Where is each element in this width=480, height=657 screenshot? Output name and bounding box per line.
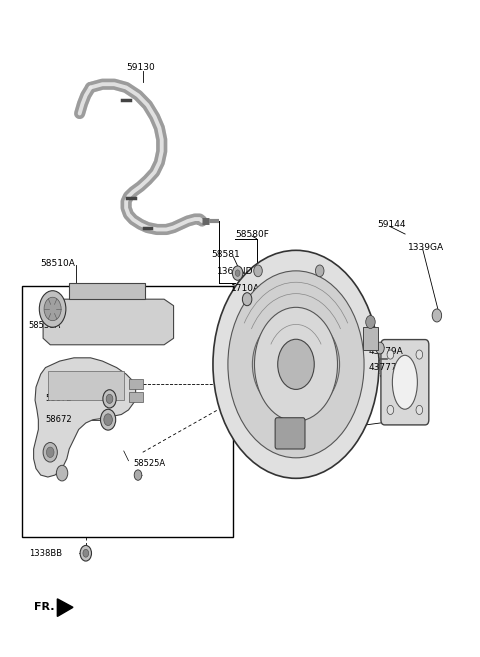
Circle shape	[232, 266, 243, 281]
Text: 59130: 59130	[126, 64, 155, 72]
Text: 1338BB: 1338BB	[29, 549, 62, 558]
FancyBboxPatch shape	[381, 340, 429, 425]
Circle shape	[278, 339, 314, 390]
Circle shape	[387, 405, 394, 415]
Text: 58580F: 58580F	[235, 229, 269, 238]
Text: FR.: FR.	[34, 602, 54, 612]
Text: 58672: 58672	[46, 415, 72, 424]
Circle shape	[213, 250, 379, 478]
Circle shape	[56, 465, 68, 481]
Circle shape	[134, 470, 142, 480]
Text: 59144: 59144	[378, 220, 406, 229]
Bar	[22, 286, 233, 537]
Text: 58581: 58581	[212, 250, 240, 260]
Polygon shape	[57, 599, 73, 616]
Circle shape	[254, 307, 337, 421]
Text: 58510A: 58510A	[41, 259, 76, 268]
Polygon shape	[34, 358, 136, 477]
Circle shape	[103, 390, 116, 408]
Circle shape	[83, 549, 89, 557]
Text: 59110B: 59110B	[266, 427, 301, 436]
Text: 58531A: 58531A	[29, 321, 61, 330]
Circle shape	[376, 342, 384, 354]
Bar	[363, 327, 378, 350]
Circle shape	[366, 315, 375, 328]
Bar	[129, 392, 143, 402]
Text: 58672: 58672	[46, 394, 72, 403]
Text: 1362ND: 1362ND	[217, 267, 254, 276]
Circle shape	[104, 414, 112, 426]
Circle shape	[44, 297, 61, 321]
Circle shape	[432, 309, 442, 322]
Circle shape	[416, 405, 423, 415]
Circle shape	[106, 394, 113, 403]
Circle shape	[39, 290, 66, 327]
Bar	[48, 371, 124, 400]
Text: 43777B: 43777B	[368, 363, 403, 372]
Circle shape	[80, 545, 92, 561]
Text: 58511A: 58511A	[76, 286, 108, 295]
Circle shape	[43, 443, 57, 462]
Polygon shape	[43, 299, 174, 345]
Circle shape	[254, 265, 262, 277]
Text: 58525A: 58525A	[133, 459, 166, 468]
Circle shape	[416, 350, 423, 359]
Text: 43779A: 43779A	[368, 347, 403, 356]
Ellipse shape	[392, 355, 418, 409]
Ellipse shape	[252, 314, 339, 415]
Circle shape	[47, 447, 54, 457]
Circle shape	[387, 350, 394, 359]
Text: 1710AB: 1710AB	[230, 284, 266, 292]
FancyBboxPatch shape	[275, 418, 305, 449]
Circle shape	[315, 265, 324, 277]
Bar	[129, 378, 143, 389]
Circle shape	[242, 292, 252, 306]
Text: 1339GA: 1339GA	[408, 242, 444, 252]
Circle shape	[100, 409, 116, 430]
Text: KI: KI	[282, 442, 287, 447]
Bar	[69, 283, 145, 299]
Circle shape	[235, 270, 240, 277]
Circle shape	[228, 271, 364, 458]
